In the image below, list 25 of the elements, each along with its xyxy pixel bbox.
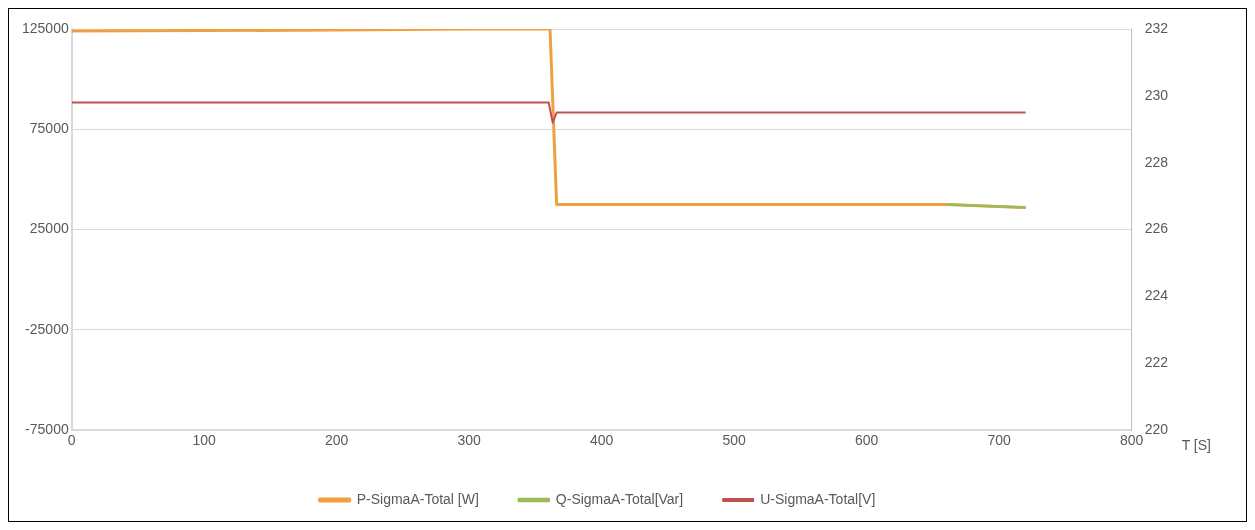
y2-tick-label: 222	[1144, 354, 1169, 371]
y-tick-label: -25000	[25, 320, 69, 337]
x-axis-title: T [S]	[1181, 437, 1211, 454]
legend-label: Q-SigmaA-Total[Var]	[555, 490, 684, 507]
y2-tick-label: 226	[1144, 220, 1169, 237]
x-tick-label: 100	[192, 432, 217, 449]
y-tick-label: 125000	[22, 19, 69, 36]
x-tick-label: 500	[722, 432, 747, 449]
legend-label: P-SigmaA-Total [W]	[356, 490, 479, 507]
legend-label: U-SigmaA-Total[V]	[760, 490, 876, 507]
y-tick-label: -75000	[25, 421, 69, 438]
x-tick-label: 800	[1119, 432, 1144, 449]
y2-tick-label: 224	[1144, 287, 1169, 304]
x-tick-label: 0	[67, 432, 76, 449]
y2-tick-label: 230	[1144, 86, 1169, 103]
x-tick-label: 200	[325, 432, 349, 449]
x-tick-label: 400	[590, 432, 614, 449]
y2-tick-label: 232	[1144, 19, 1169, 36]
x-tick-label: 600	[854, 432, 879, 449]
y-tick-label: 75000	[29, 120, 69, 137]
x-tick-label: 300	[457, 432, 482, 449]
y2-tick-label: 220	[1144, 421, 1169, 438]
y2-tick-label: 228	[1144, 153, 1169, 170]
x-tick-label: 700	[987, 432, 1012, 449]
y-tick-label: 25000	[29, 220, 69, 237]
